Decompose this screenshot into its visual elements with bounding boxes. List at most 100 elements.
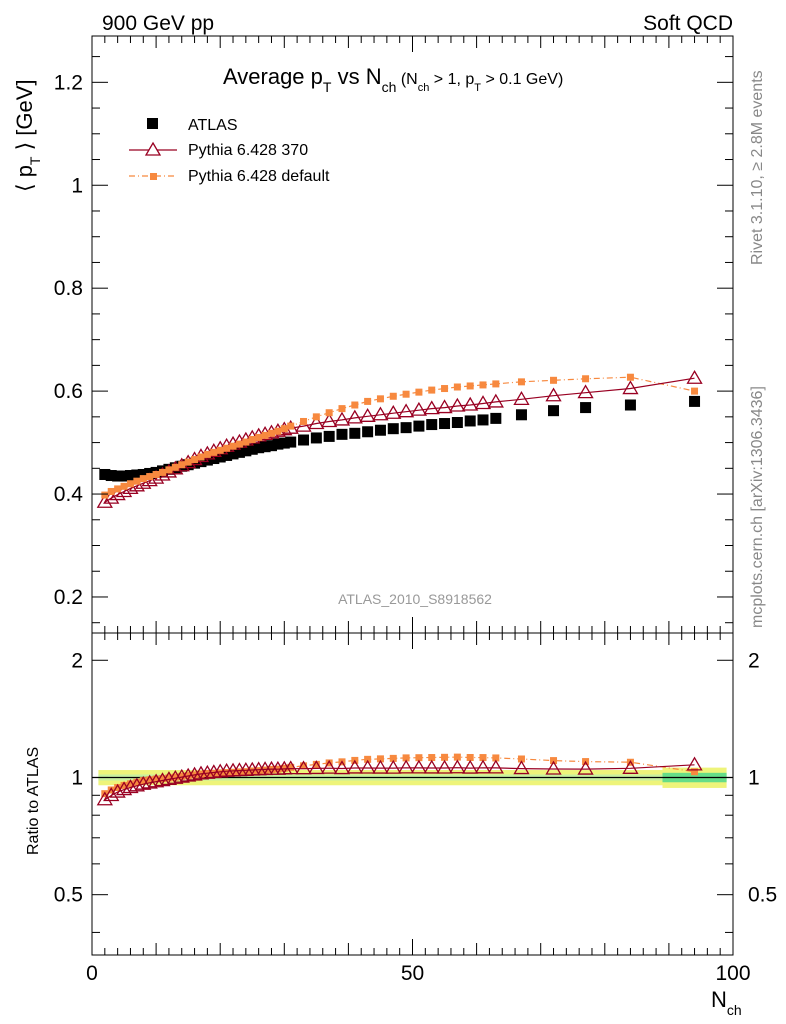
pythia-default-point — [126, 480, 134, 488]
pythia-default-point — [107, 487, 115, 495]
x-tick-label: 100 — [715, 962, 750, 985]
pythia-370-ratio-point — [449, 759, 466, 774]
pythia-default-point — [101, 491, 109, 499]
pythia-default-ratio-point — [517, 755, 525, 763]
pythia-default-point — [517, 378, 525, 386]
legend: ATLAS Pythia 6.428 370 Pythia 6.428 defa… — [129, 117, 330, 185]
header-right: Soft QCD — [643, 12, 733, 35]
pythia-default-ratio-point — [389, 754, 397, 762]
y-tick-label: 0.8 — [54, 277, 83, 300]
pythia-370-ratio-point — [295, 760, 312, 775]
atlas-point — [131, 469, 143, 481]
ratio-y-label: Ratio to ATLAS — [25, 747, 42, 855]
pythia-default-point — [389, 392, 397, 400]
pythia-default-point — [280, 425, 288, 433]
pythia-default-ratio-point — [107, 786, 115, 794]
pythia-default-ratio-point — [126, 780, 134, 788]
atlas-point — [451, 417, 463, 429]
pythia-default-point — [159, 468, 167, 476]
pythia-370-ratio-point — [436, 759, 453, 774]
main-panel: 0.2 0.4 0.6 0.8 1 1.2 Average pT vs Nch (Nch … — [12, 35, 734, 634]
pythia-370-point — [321, 413, 338, 428]
atlas-point — [112, 470, 124, 482]
pythia-370-ratio-point — [622, 759, 639, 774]
pythia-default-point — [428, 386, 436, 394]
pythia-370-point — [686, 369, 703, 384]
pythia-370-ratio-point — [115, 781, 133, 796]
pythia-370-point — [410, 401, 428, 416]
pythia-370-point — [372, 406, 389, 421]
pythia-default-point — [364, 397, 372, 405]
x-axis-label: Nch — [711, 987, 742, 1018]
atlas-point — [490, 412, 502, 424]
pythia-default-point — [453, 383, 461, 391]
atlas-point — [137, 468, 149, 480]
pythia-default-ratio-point — [114, 783, 122, 791]
pythia-default-ratio-point — [325, 759, 333, 767]
atlas-point — [214, 451, 226, 463]
pythia-370-ratio-point — [308, 760, 325, 775]
pythia-default-ratio-point — [312, 760, 320, 768]
atlas-point — [515, 409, 527, 421]
pythia-default-ratio-point — [210, 769, 218, 777]
pythia-370-ratio-point — [577, 760, 594, 775]
y-tick-label: 1 — [71, 174, 83, 197]
pythia-default-point — [255, 433, 263, 441]
pythia-default-point — [171, 463, 179, 471]
pythia-default-ratio-point — [364, 755, 372, 763]
chart-title: Average pT vs Nch (Nch > 1, pT > 0.1 GeV… — [223, 64, 563, 95]
pythia-default-ratio-point — [492, 754, 500, 762]
pythia-default-point — [165, 466, 173, 474]
atlas-point — [99, 468, 111, 480]
pythia-370-ratio-point — [545, 760, 562, 775]
atlas-point — [464, 415, 476, 427]
atlas-point — [285, 436, 297, 448]
pythia-370-point — [577, 384, 594, 399]
atlas-point — [310, 432, 322, 444]
pythia-default-point — [479, 381, 487, 389]
atlas-point — [278, 437, 290, 449]
pythia-370-ratio-point — [205, 764, 222, 779]
pythia-default-ratio-point — [223, 769, 231, 777]
y-axis-label: ⟨ pT ⟩ [GeV] — [12, 79, 43, 192]
pythia-default-ratio-point — [415, 754, 423, 762]
pythia-default-point — [261, 431, 269, 439]
atlas-point — [387, 423, 399, 435]
ratio-frame — [91, 632, 734, 956]
x-tick-label: 50 — [401, 962, 424, 985]
pythia-default-ratio-point — [171, 773, 179, 781]
pythia-370-point — [436, 399, 453, 414]
pythia-default-ratio-point — [242, 768, 250, 776]
pythia-default-point — [210, 448, 218, 456]
pythia-default-point — [376, 395, 384, 403]
pythia-370-point — [333, 411, 351, 426]
pythia-default-ratio-point — [441, 753, 449, 761]
y-tick-label: 0.2 — [54, 586, 83, 609]
main-ticks: 0.2 0.4 0.6 0.8 1 1.2 — [54, 36, 734, 633]
pythia-default-point — [191, 456, 199, 464]
atlas-point — [413, 420, 425, 432]
pythia-370-ratio-point — [686, 756, 703, 771]
atlas-point — [259, 441, 271, 453]
atlas-point — [105, 470, 117, 482]
pythia-default-point — [197, 453, 205, 461]
pythia-370-ratio-point — [180, 767, 197, 782]
pythia-default-ratio-point — [216, 769, 224, 777]
pythia-370-ratio-point — [397, 759, 415, 774]
pythia-default-point — [550, 376, 558, 384]
pythia-370-point — [346, 409, 363, 424]
pythia-370-ratio-point — [212, 763, 229, 778]
atlas-point — [439, 418, 451, 430]
pythia-370-ratio-point — [199, 764, 216, 779]
pythia-default-point — [415, 388, 423, 396]
pythia-default-ratio-point — [300, 762, 308, 770]
pythia-370-ratio-point — [160, 771, 178, 786]
pythia-default-ratio-point — [178, 772, 186, 780]
pythia-default-ratio-point — [479, 754, 487, 762]
atlas-point — [323, 430, 335, 442]
pythia-default-ratio-point — [280, 764, 288, 772]
pythia-370-ratio-point — [173, 768, 190, 783]
atlas-point — [624, 399, 636, 411]
ratio-ticks: 0.5 0.5 1 1 2 2 0 50 100 — [54, 633, 777, 985]
